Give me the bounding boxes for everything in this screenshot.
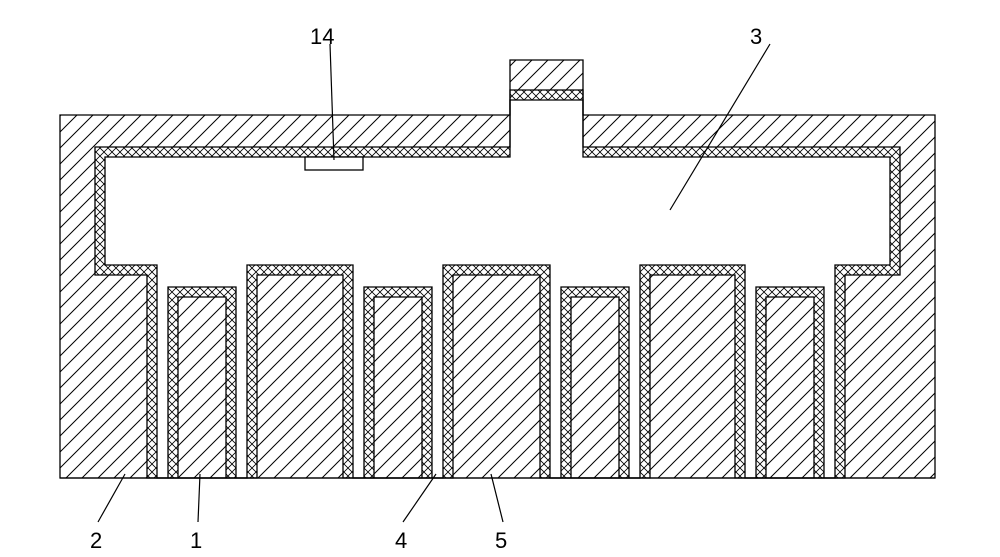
callout-label: 1	[190, 530, 202, 552]
callout-label: 3	[750, 26, 762, 48]
callout-label: 4	[395, 530, 407, 552]
callout-label: 2	[90, 530, 102, 552]
callout-label: 14	[310, 26, 334, 48]
diagram-stage: 1432145	[0, 0, 1000, 557]
diagram-svg	[0, 0, 1000, 557]
callout-label: 5	[495, 530, 507, 552]
